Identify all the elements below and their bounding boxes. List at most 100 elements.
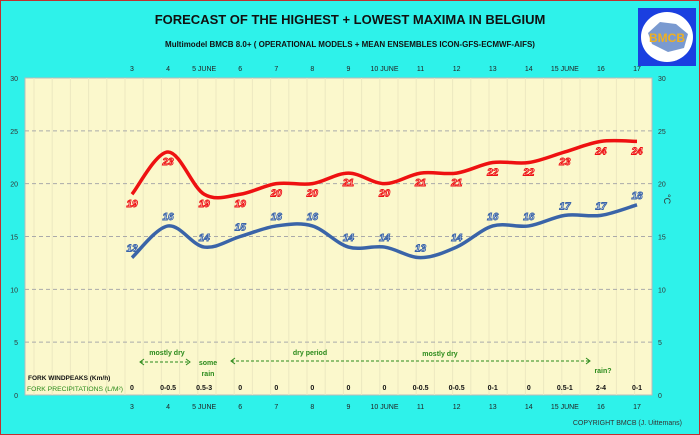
annotation-mostly-dry-2: mostly dry — [422, 351, 458, 358]
highest-data-label: 20 — [306, 189, 319, 200]
y-tick-right: 30 — [658, 76, 666, 83]
precipitation-value: 0-0.5 — [449, 385, 465, 392]
x-tick-bottom: 7 — [274, 404, 278, 411]
lowest-data-label: 14 — [379, 233, 391, 244]
precipitation-value: 0.5-3 — [196, 385, 212, 392]
annotation-some-rain: some — [199, 360, 217, 367]
y-tick-left: 0 — [14, 393, 18, 400]
y-tick-left: 15 — [10, 235, 18, 242]
plot-area — [24, 77, 653, 396]
chart-title: FORECAST OF THE HIGHEST + LOWEST MAXIMA … — [154, 12, 546, 27]
x-tick-bottom: 12 — [453, 404, 461, 411]
mostly-dry-arrow-1-tail — [139, 358, 145, 366]
highest-data-label: 21 — [342, 178, 355, 189]
dry-period-arrow-head — [585, 357, 591, 365]
precipitation-value: 0 — [130, 385, 134, 392]
precipitation-value: 0-1 — [488, 385, 498, 392]
copyright: COPYRIGHT BMCB (J. Uittemans) — [572, 420, 682, 427]
lowest-data-label: 17 — [595, 201, 607, 212]
highest-data-label: 23 — [162, 157, 175, 168]
x-tick-top: 15 JUNE — [551, 66, 579, 73]
x-tick-bottom: 9 — [346, 404, 350, 411]
x-tick-top: 14 — [525, 66, 533, 73]
highest-data-label: 24 — [594, 146, 607, 157]
highest-data-label: 24 — [630, 146, 643, 157]
precipitation-value: 0 — [274, 385, 278, 392]
x-tick-top: 7 — [274, 66, 278, 73]
lowest-data-label: 14 — [199, 233, 211, 244]
y-tick-right: 20 — [658, 182, 666, 189]
lowest-data-label: 16 — [523, 212, 535, 223]
y-tick-left: 10 — [10, 287, 18, 294]
precipitation-value: 0-0.5 — [413, 385, 429, 392]
x-tick-top: 10 JUNE — [370, 66, 398, 73]
annotation-rain-question: rain? — [594, 368, 611, 375]
lowest-data-label: 16 — [487, 212, 499, 223]
y-tick-right: 0 — [658, 393, 662, 400]
precipitation-label: FORK PRECIPITATIONS (L/M²) — [27, 386, 123, 393]
highest-data-label: 21 — [414, 178, 427, 189]
x-tick-bottom: 5 JUNE — [192, 404, 216, 411]
y-tick-left: 5 — [14, 340, 18, 347]
lowest-data-label: 14 — [451, 233, 463, 244]
precipitation-value: 0.5-1 — [557, 385, 573, 392]
x-tick-top: 8 — [310, 66, 314, 73]
annotation-some-rain-2: rain — [202, 371, 215, 378]
x-tick-top: 13 — [489, 66, 497, 73]
x-tick-top: 9 — [346, 66, 350, 73]
annotation-mostly-dry-1: mostly dry — [149, 350, 185, 357]
y-tick-right: 10 — [658, 287, 666, 294]
lowest-data-label: 16 — [271, 212, 283, 223]
y-axis-label: °C — [662, 194, 672, 205]
highest-data-label: 20 — [270, 189, 283, 200]
x-tick-top: 12 — [453, 66, 461, 73]
lowest-data-label: 16 — [307, 212, 319, 223]
x-tick-bottom: 16 — [597, 404, 605, 411]
highest-maxima-line — [130, 138, 638, 200]
x-tick-bottom: 6 — [238, 404, 242, 411]
lowest-data-label: 17 — [559, 201, 571, 212]
y-tick-left: 20 — [10, 182, 18, 189]
x-tick-bottom: 14 — [525, 404, 533, 411]
y-tick-right: 5 — [658, 340, 662, 347]
highest-data-label: 19 — [126, 199, 138, 210]
highest-data-label: 20 — [378, 189, 391, 200]
y-tick-left: 25 — [10, 129, 18, 136]
highest-data-label: 19 — [199, 199, 211, 210]
precipitation-value: 0 — [238, 385, 242, 392]
highest-data-label: 22 — [522, 168, 535, 179]
x-tick-top: 11 — [417, 66, 424, 73]
mostly-dry-arrow-1-head — [185, 358, 191, 366]
x-tick-bottom: 3 — [130, 404, 134, 411]
precipitation-value: 2-4 — [596, 385, 606, 392]
precipitation-value: 0-0.5 — [160, 385, 176, 392]
precipitation-value: 0 — [527, 385, 531, 392]
lowest-data-label: 18 — [631, 191, 643, 202]
x-tick-top: 5 JUNE — [192, 66, 216, 73]
lowest-data-label: 16 — [163, 212, 175, 223]
x-tick-top: 16 — [597, 66, 605, 73]
chart-subtitle: Multimodel BMCB 8.0+ ( OPERATIONAL MODEL… — [165, 40, 535, 49]
x-tick-bottom: 13 — [489, 404, 497, 411]
x-tick-bottom: 8 — [310, 404, 314, 411]
highest-data-label: 23 — [558, 157, 571, 168]
x-tick-bottom: 4 — [166, 404, 170, 411]
bmcb-logo: BMCB — [638, 8, 696, 66]
annotation-dry-period: dry period — [293, 350, 327, 357]
x-tick-bottom: 11 — [417, 404, 424, 411]
x-tick-top: 4 — [166, 66, 170, 73]
lowest-maxima-line — [130, 203, 638, 260]
precipitation-value: 0-1 — [632, 385, 642, 392]
y-tick-right: 15 — [658, 235, 666, 242]
x-tick-bottom: 17 — [633, 404, 641, 411]
x-tick-top: 3 — [130, 66, 134, 73]
x-tick-top: 6 — [238, 66, 242, 73]
wind-label: FORK WINDPEAKS (Km/h) — [28, 375, 110, 382]
svg-text:BMCB: BMCB — [649, 31, 685, 45]
lowest-data-label: 13 — [415, 244, 427, 255]
highest-data-label: 19 — [235, 199, 247, 210]
precipitation-value: 0 — [346, 385, 350, 392]
lowest-data-label: 15 — [235, 223, 247, 234]
y-tick-right: 25 — [658, 129, 666, 136]
